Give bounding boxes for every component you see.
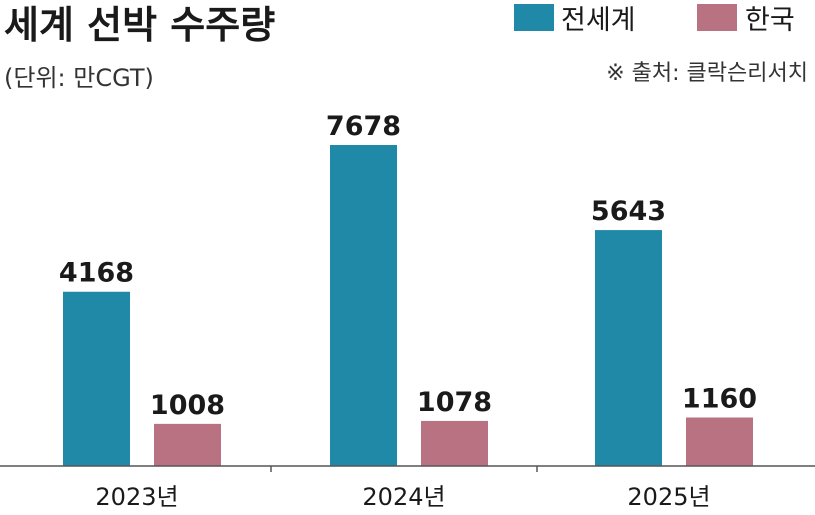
data-label-korea-2: 1160: [682, 384, 757, 415]
bar-korea-1: [421, 420, 488, 466]
x-tick-label-1: 2024년: [362, 483, 445, 511]
data-label-world-1: 7678: [326, 111, 401, 142]
legend-label-korea: 한국: [745, 5, 795, 36]
legend: 전세계 한국: [514, 4, 795, 36]
bar-world-0: [63, 291, 130, 466]
data-label-world-0: 4168: [59, 258, 134, 289]
plot-area: 4168 7678 5643 1008 1078 1160 2023년 2024년 2025년: [0, 111, 815, 511]
x-tick-label-0: 2023년: [95, 483, 178, 511]
chart-subtitle: (단위: 만CGT): [4, 64, 154, 92]
legend-swatch-world: [514, 4, 554, 31]
bar-world-2: [595, 230, 662, 466]
bar-world-1: [330, 145, 397, 466]
chart-title: 세계 선박 수주량: [4, 3, 275, 47]
x-tick-label-2: 2025년: [627, 483, 710, 511]
source-note: ※ 출처: 클락슨리서치: [606, 61, 808, 86]
data-label-korea-0: 1008: [150, 390, 225, 421]
bar-korea-0: [154, 423, 221, 466]
bar-korea-2: [686, 417, 753, 466]
data-label-korea-1: 1078: [417, 387, 492, 418]
data-label-world-2: 5643: [591, 196, 666, 227]
legend-swatch-korea: [697, 4, 737, 31]
legend-label-world: 전세계: [561, 5, 636, 36]
